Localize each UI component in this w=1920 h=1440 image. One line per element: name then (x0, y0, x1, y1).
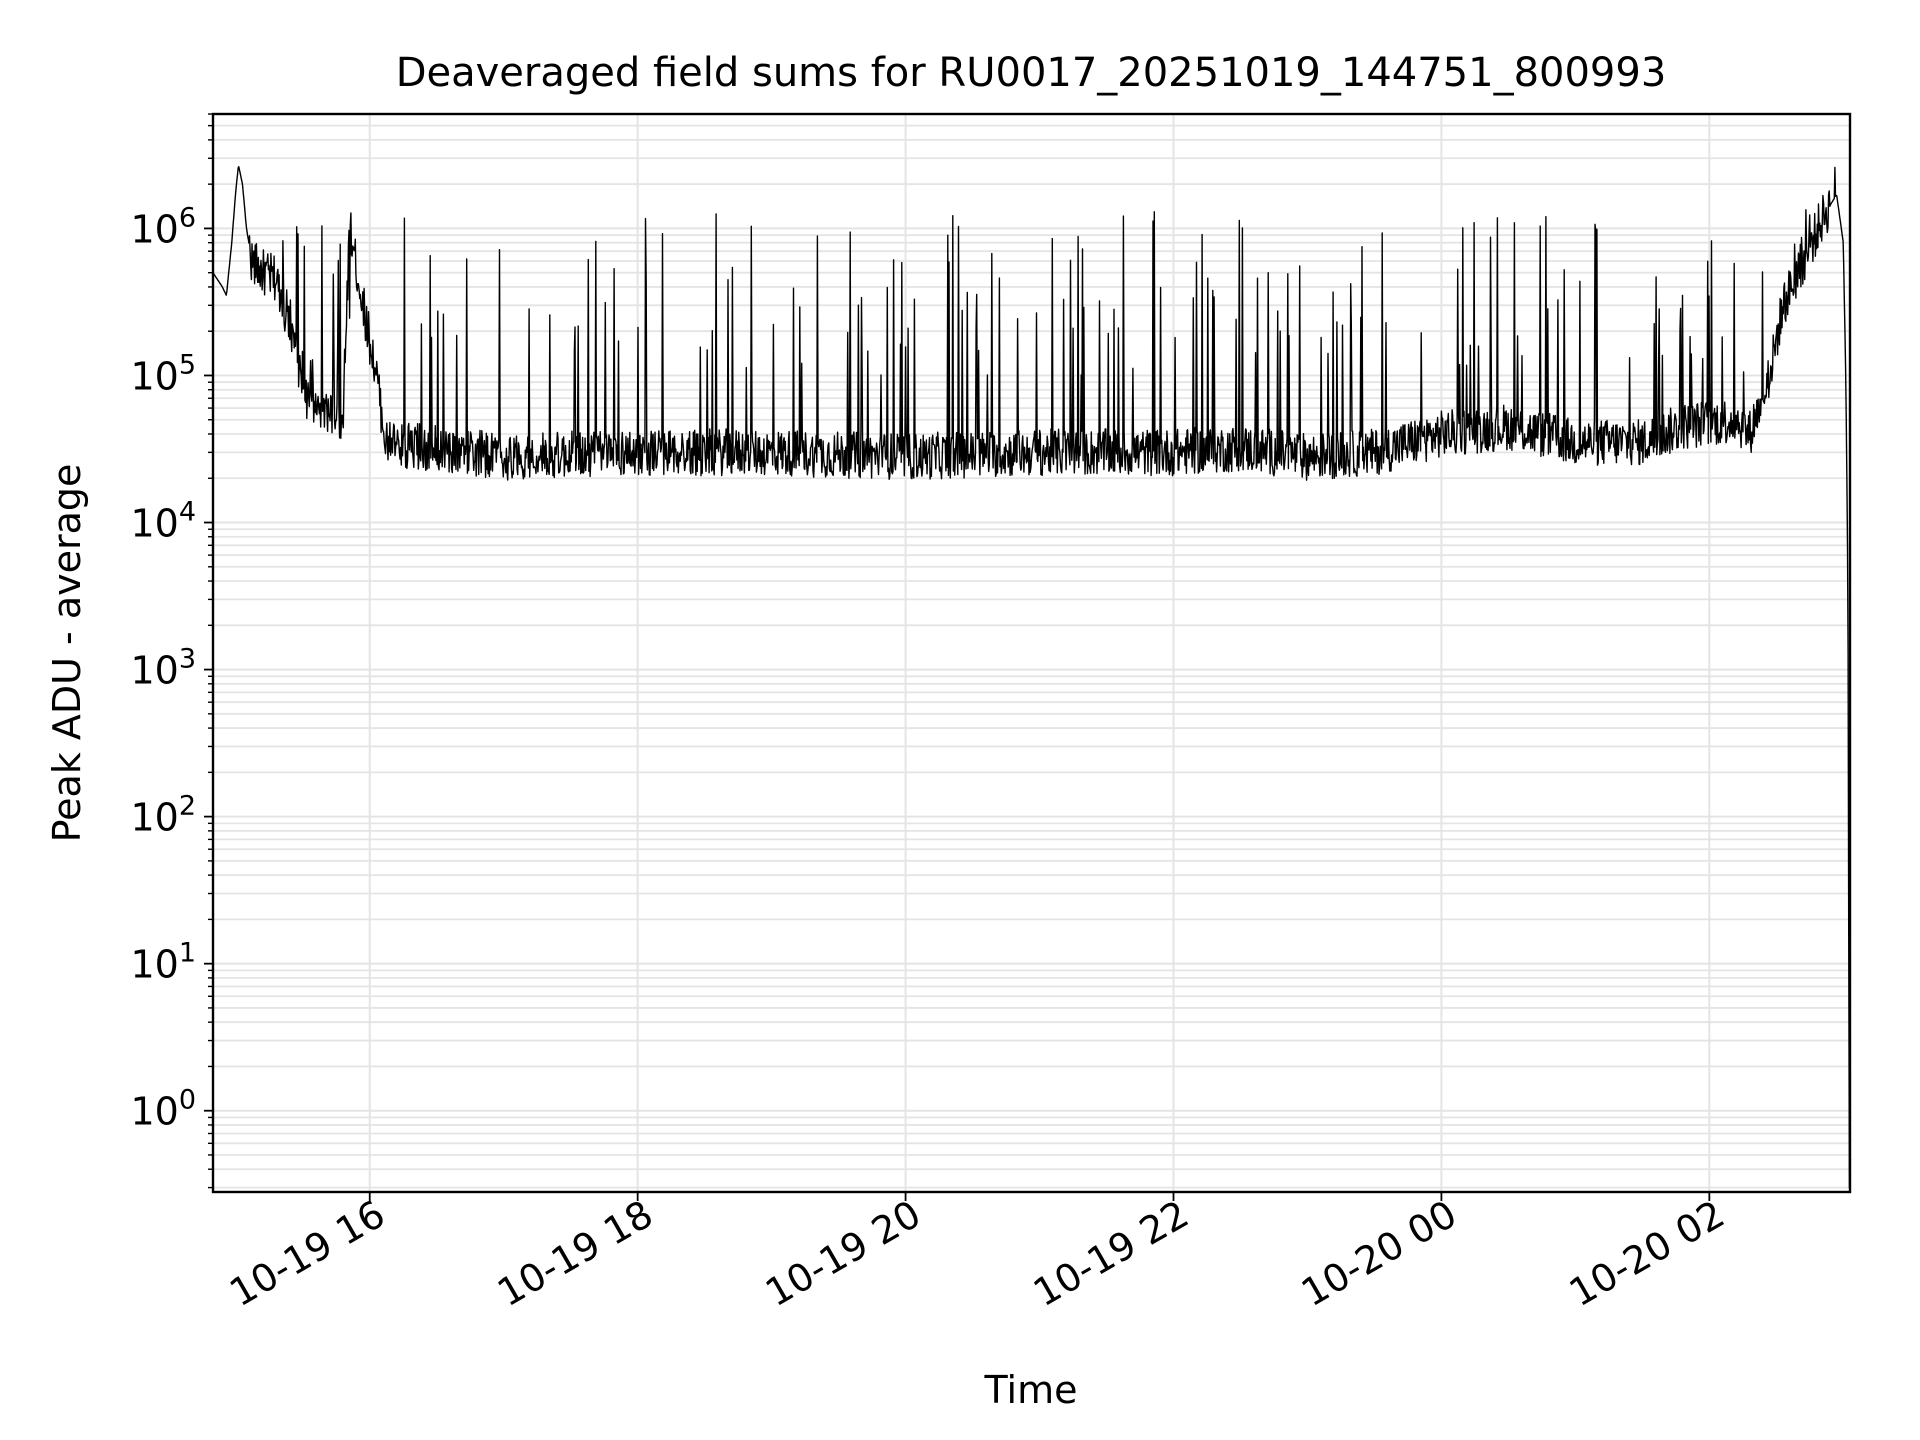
minor-gridlines (213, 113, 1850, 1189)
y-tick-label: 101 (130, 938, 196, 987)
x-axis-label: Time (984, 1368, 1078, 1412)
series-line-peak-adu (213, 165, 1850, 1189)
y-tick-label: 104 (130, 497, 196, 546)
axis-ticks (204, 113, 1711, 1201)
y-tick-label: 103 (130, 644, 196, 693)
y-tick-labels: 100 101 102 103 104 105 106 (130, 202, 196, 1133)
y-tick-label: 106 (130, 202, 196, 251)
chart-title: Deaveraged field sums for RU0017_2025101… (396, 50, 1667, 96)
y-axis-label: Peak ADU - average (45, 464, 89, 843)
plot-frame (211, 112, 1852, 1194)
y-tick-label: 102 (130, 791, 196, 840)
y-tick-label: 100 (130, 1085, 196, 1134)
major-gridlines (213, 114, 1850, 1192)
y-tick-label: 105 (130, 349, 196, 398)
